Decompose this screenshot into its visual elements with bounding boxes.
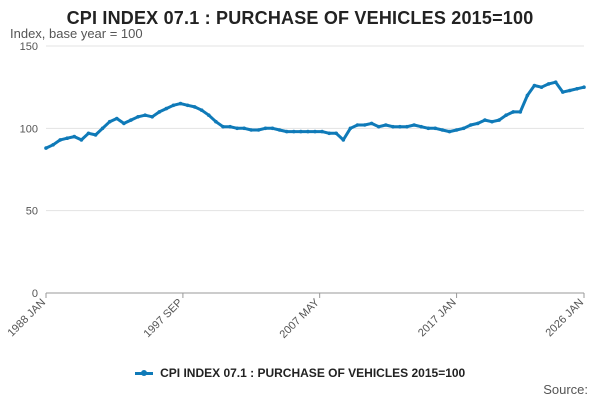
x-tick-label-4: 2026 JAN: [543, 297, 586, 340]
data-point[interactable]: [568, 88, 572, 93]
data-point[interactable]: [419, 124, 424, 129]
data-point[interactable]: [93, 133, 98, 137]
data-point[interactable]: [207, 113, 211, 117]
data-point[interactable]: [320, 129, 324, 134]
data-point[interactable]: [575, 87, 579, 91]
data-point[interactable]: [483, 118, 487, 122]
data-point[interactable]: [334, 131, 339, 136]
series-layer: [44, 80, 586, 150]
grid-lines: [46, 45, 584, 294]
data-point[interactable]: [504, 113, 508, 117]
data-point[interactable]: [341, 138, 346, 142]
data-point[interactable]: [79, 138, 84, 142]
data-point[interactable]: [235, 126, 239, 131]
chart-subtitle: Index, base year = 100: [10, 26, 143, 41]
x-axis: 1988 JAN 1997 SEP 2007 MAY 2017 JAN 2026 JAN: [5, 293, 586, 341]
data-point[interactable]: [490, 119, 494, 124]
x-tick-label-3: 2017 JAN: [416, 297, 459, 340]
data-point[interactable]: [150, 115, 154, 119]
data-point[interactable]: [86, 131, 91, 136]
source-label: Source:: [543, 382, 588, 397]
data-point[interactable]: [72, 134, 77, 139]
data-point[interactable]: [100, 126, 105, 131]
data-point[interactable]: [313, 129, 317, 134]
data-point[interactable]: [256, 128, 261, 132]
legend-line-marker-icon: [134, 370, 153, 377]
data-point[interactable]: [122, 121, 126, 126]
y-tick-label-1: 50: [26, 206, 38, 218]
x-tick-label-2: 2007 MAY: [278, 296, 323, 341]
data-point[interactable]: [270, 126, 275, 131]
data-point[interactable]: [58, 138, 62, 142]
data-point[interactable]: [327, 131, 332, 136]
data-point[interactable]: [376, 124, 381, 129]
data-point[interactable]: [532, 83, 537, 88]
data-point[interactable]: [129, 118, 133, 122]
data-point[interactable]: [348, 126, 353, 131]
data-point[interactable]: [412, 123, 416, 127]
data-point[interactable]: [447, 129, 452, 134]
data-point[interactable]: [277, 128, 282, 132]
data-point[interactable]: [582, 85, 586, 89]
data-point[interactable]: [306, 129, 310, 134]
data-point[interactable]: [51, 143, 55, 147]
data-point[interactable]: [525, 93, 530, 98]
data-point[interactable]: [384, 123, 388, 127]
data-point[interactable]: [355, 123, 360, 127]
data-point[interactable]: [107, 119, 112, 124]
data-point[interactable]: [242, 126, 246, 131]
data-point[interactable]: [185, 103, 190, 108]
data-point[interactable]: [553, 80, 558, 84]
y-tick-label-3: 150: [20, 41, 38, 53]
data-point[interactable]: [468, 123, 473, 127]
data-point[interactable]: [157, 110, 162, 114]
series-line-0[interactable]: [44, 80, 586, 150]
data-point[interactable]: [249, 128, 254, 132]
data-point[interactable]: [454, 128, 459, 132]
data-point[interactable]: [136, 115, 140, 119]
data-point[interactable]: [518, 110, 523, 114]
data-point[interactable]: [263, 126, 268, 131]
data-point[interactable]: [426, 126, 431, 131]
data-point[interactable]: [546, 82, 551, 86]
data-point[interactable]: [221, 124, 225, 129]
chart-title: CPI INDEX 07.1 : PURCHASE OF VEHICLES 20…: [66, 8, 534, 28]
y-axis: 0 50 100 150: [20, 41, 38, 300]
data-point[interactable]: [228, 124, 232, 129]
data-point[interactable]: [497, 118, 501, 122]
data-point[interactable]: [405, 124, 409, 129]
data-point[interactable]: [391, 124, 395, 129]
data-point[interactable]: [115, 116, 119, 121]
legend[interactable]: CPI INDEX 07.1 : PURCHASE OF VEHICLES 20…: [0, 366, 600, 380]
y-tick-label-2: 100: [20, 123, 38, 135]
data-point[interactable]: [299, 129, 303, 134]
x-tick-label-0: 1988 JAN: [5, 297, 48, 340]
data-point[interactable]: [178, 101, 183, 106]
data-point[interactable]: [476, 121, 480, 126]
x-tick-label-1: 1997 SEP: [142, 297, 186, 341]
data-point[interactable]: [511, 110, 515, 114]
data-point[interactable]: [284, 129, 289, 134]
data-point[interactable]: [164, 106, 169, 111]
data-point[interactable]: [440, 128, 445, 132]
data-point[interactable]: [214, 119, 218, 124]
data-point[interactable]: [369, 121, 374, 126]
legend-label: CPI INDEX 07.1 : PURCHASE OF VEHICLES 20…: [160, 366, 466, 380]
data-point[interactable]: [539, 85, 544, 89]
data-point[interactable]: [199, 108, 204, 112]
data-point[interactable]: [143, 113, 147, 117]
data-point[interactable]: [433, 126, 438, 131]
data-point[interactable]: [292, 129, 296, 134]
data-point[interactable]: [44, 146, 48, 150]
data-point[interactable]: [362, 123, 367, 127]
data-point[interactable]: [171, 103, 176, 108]
data-point[interactable]: [398, 124, 402, 129]
data-point[interactable]: [561, 90, 565, 94]
y-tick-label-0: 0: [32, 288, 38, 300]
data-point[interactable]: [461, 126, 466, 131]
data-point[interactable]: [65, 136, 69, 140]
data-point[interactable]: [192, 105, 197, 109]
